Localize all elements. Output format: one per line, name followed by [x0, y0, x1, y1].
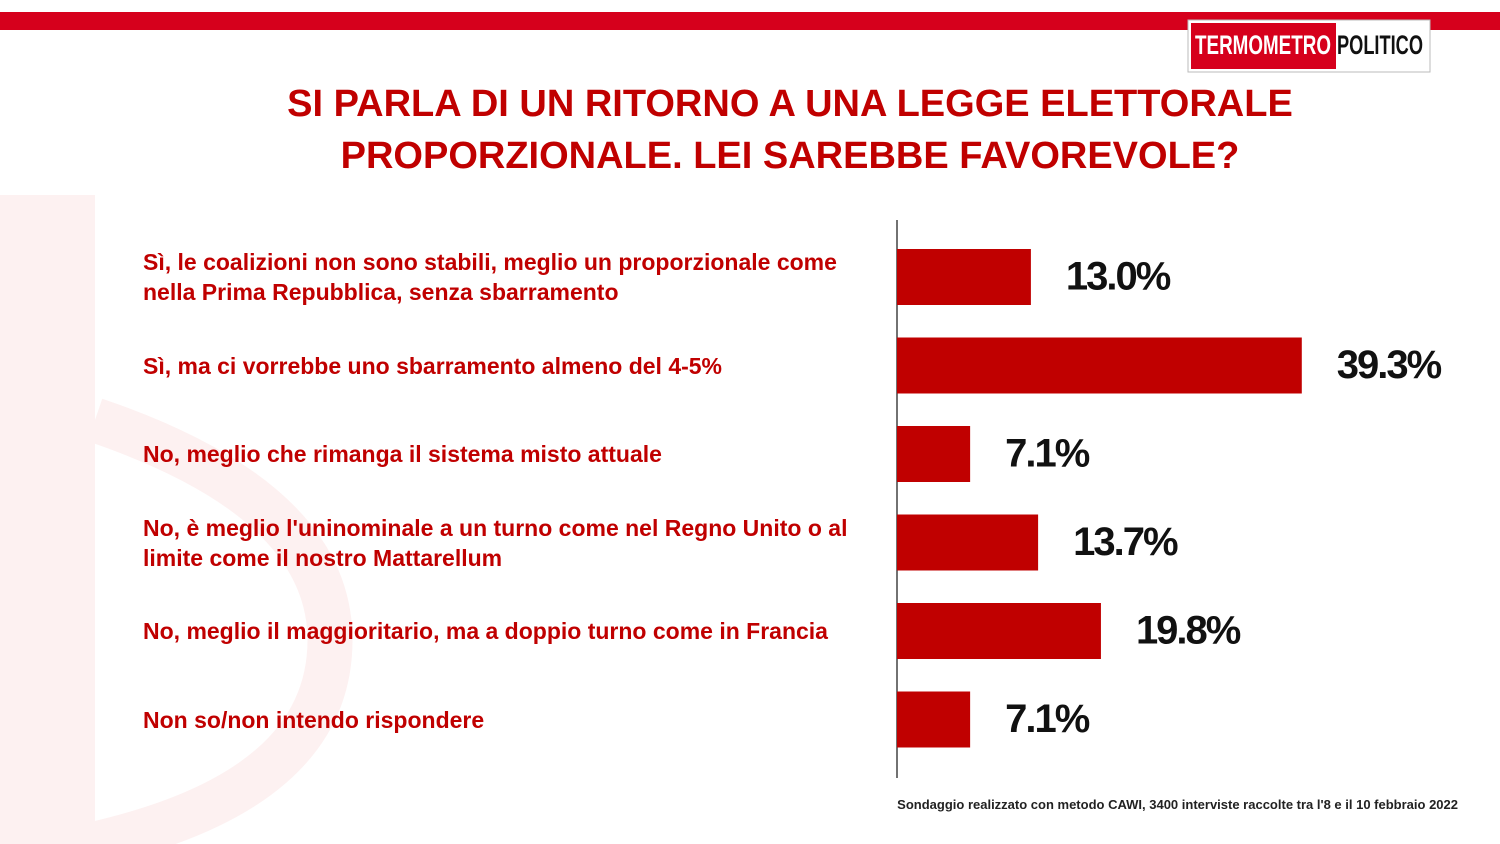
bar — [897, 603, 1101, 659]
value-label: 7.1% — [1005, 432, 1090, 476]
value-label: 7.1% — [1005, 697, 1090, 741]
chart-title: SI PARLA DI UN RITORNO A UNA LEGGE ELETT… — [287, 83, 1293, 177]
bar — [897, 691, 971, 748]
value-label: 19.8% — [1136, 609, 1241, 653]
background-shape — [87, 398, 353, 844]
bar — [897, 337, 1302, 394]
value-label: 13.0% — [1066, 255, 1171, 299]
background-shape — [0, 195, 95, 844]
logo-red — [1191, 23, 1336, 69]
logo-text: POLITICO — [1337, 30, 1423, 60]
value-label: 39.3% — [1337, 343, 1442, 387]
footnote: Sondaggio realizzato con metodo CAWI, 34… — [897, 797, 1458, 812]
bar — [897, 514, 1039, 571]
category-label: No, è meglio l'uninominale a un turno co… — [143, 514, 848, 571]
bar — [897, 426, 971, 482]
logo-text: TERMOMETRO — [1195, 30, 1331, 60]
category-label: No, meglio che rimanga il sistema misto … — [143, 441, 662, 467]
category-label: Sì, ma ci vorrebbe uno sbarramento almen… — [143, 352, 723, 379]
value-label: 13.7% — [1073, 520, 1178, 564]
category-label: Non so/non intendo rispondere — [143, 706, 485, 733]
category-label: Sì, le coalizioni non sono stabili, megl… — [143, 249, 837, 305]
top-bar — [0, 12, 1500, 30]
category-label: No, meglio il maggioritario, ma a doppio… — [143, 618, 828, 644]
bar — [897, 249, 1031, 305]
